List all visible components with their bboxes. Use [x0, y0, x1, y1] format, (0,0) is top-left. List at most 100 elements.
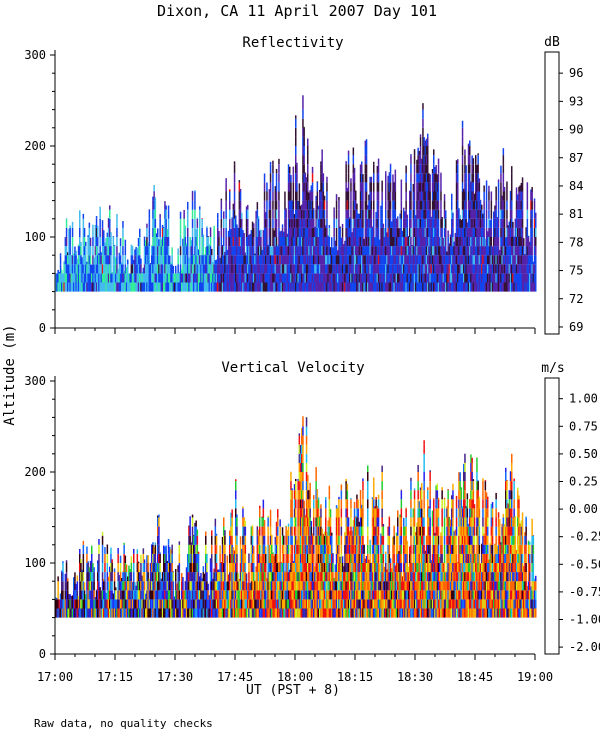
- data-cell: [424, 218, 427, 228]
- data-cell: [533, 273, 536, 283]
- data-cell: [209, 599, 212, 609]
- data-cell: [154, 599, 157, 609]
- data-cell: [355, 255, 357, 265]
- data-cell: [530, 189, 532, 192]
- data-cell: [110, 264, 112, 274]
- data-cell: [423, 264, 425, 274]
- data-cell: [502, 227, 505, 237]
- data-cell: [279, 264, 281, 274]
- data-cell: [370, 182, 373, 192]
- data-cell: [193, 282, 195, 292]
- data-cell: [407, 264, 410, 274]
- data-cell: [388, 237, 391, 247]
- data-cell: [397, 264, 399, 274]
- data-cell: [262, 535, 265, 545]
- data-cell: [87, 590, 89, 600]
- data-cell: [449, 237, 452, 247]
- data-cell: [259, 581, 261, 591]
- data-cell: [479, 200, 482, 210]
- data-cell: [301, 209, 303, 219]
- data-cell: [211, 544, 213, 554]
- data-cell: [341, 282, 344, 292]
- data-cell: [472, 200, 475, 210]
- data-cell: [506, 218, 508, 228]
- data-cell: [229, 200, 231, 210]
- data-cell: [320, 227, 322, 237]
- data-cell: [139, 599, 141, 609]
- data-cell: [62, 273, 64, 283]
- data-cell: [346, 282, 349, 292]
- data-cell: [513, 246, 515, 256]
- data-cell: [466, 255, 469, 265]
- data-cell: [508, 221, 511, 228]
- data-cell: [218, 581, 220, 591]
- data-cell: [248, 599, 250, 609]
- data-cell: [476, 209, 478, 219]
- data-cell: [139, 572, 141, 582]
- data-cell: [417, 147, 419, 156]
- data-cell: [428, 218, 430, 228]
- data-cell: [526, 227, 529, 237]
- data-cell: [371, 246, 374, 256]
- data-cell: [205, 247, 207, 256]
- data-cell: [281, 255, 284, 265]
- data-cell: [323, 195, 326, 201]
- data-cell: [106, 572, 109, 582]
- data-cell: [101, 590, 104, 600]
- data-cell: [196, 218, 199, 228]
- data-cell: [79, 549, 81, 554]
- data-cell: [327, 237, 329, 247]
- data-cell: [259, 608, 261, 618]
- data-cell: [111, 572, 113, 582]
- data-cell: [79, 563, 81, 573]
- data-cell: [382, 273, 385, 283]
- data-cell: [483, 185, 485, 192]
- data-cell: [193, 553, 195, 563]
- data-cell: [463, 273, 465, 283]
- data-cell: [101, 246, 104, 256]
- data-cell: [346, 187, 349, 192]
- data-cell: [265, 237, 267, 247]
- data-cell: [167, 553, 170, 563]
- data-cell: [322, 200, 325, 210]
- data-cell: [159, 214, 161, 219]
- data-cell: [236, 526, 238, 536]
- data-cell: [190, 246, 193, 256]
- data-cell: [147, 599, 149, 609]
- data-cell: [263, 599, 266, 609]
- data-cell: [79, 282, 81, 292]
- data-cell: [197, 551, 200, 554]
- data-cell: [243, 599, 245, 609]
- data-cell: [199, 206, 201, 210]
- data-cell: [409, 237, 411, 247]
- data-cell: [104, 590, 106, 600]
- data-cell: [429, 227, 431, 237]
- data-cell: [489, 237, 491, 247]
- data-cell: [65, 255, 68, 265]
- data-cell: [400, 200, 403, 210]
- data-cell: [164, 563, 166, 573]
- data-cell: [200, 581, 202, 591]
- data-cell: [376, 165, 379, 174]
- data-cell: [235, 481, 237, 491]
- data-cell: [163, 237, 165, 247]
- data-cell: [302, 191, 304, 201]
- data-cell: [87, 235, 89, 237]
- data-cell: [457, 182, 459, 192]
- data-cell: [274, 191, 277, 201]
- data-cell: [387, 191, 389, 201]
- data-cell: [153, 200, 155, 210]
- data-cell: [251, 525, 254, 527]
- data-cell: [293, 273, 296, 283]
- data-cell: [61, 581, 63, 591]
- data-cell: [56, 273, 58, 283]
- data-cell: [208, 595, 211, 600]
- data-cell: [440, 200, 442, 210]
- data-cell: [239, 200, 242, 210]
- data-cell: [279, 255, 281, 265]
- data-cell: [249, 583, 251, 591]
- data-cell: [272, 246, 274, 256]
- data-cell: [142, 563, 145, 573]
- data-cell: [395, 246, 398, 256]
